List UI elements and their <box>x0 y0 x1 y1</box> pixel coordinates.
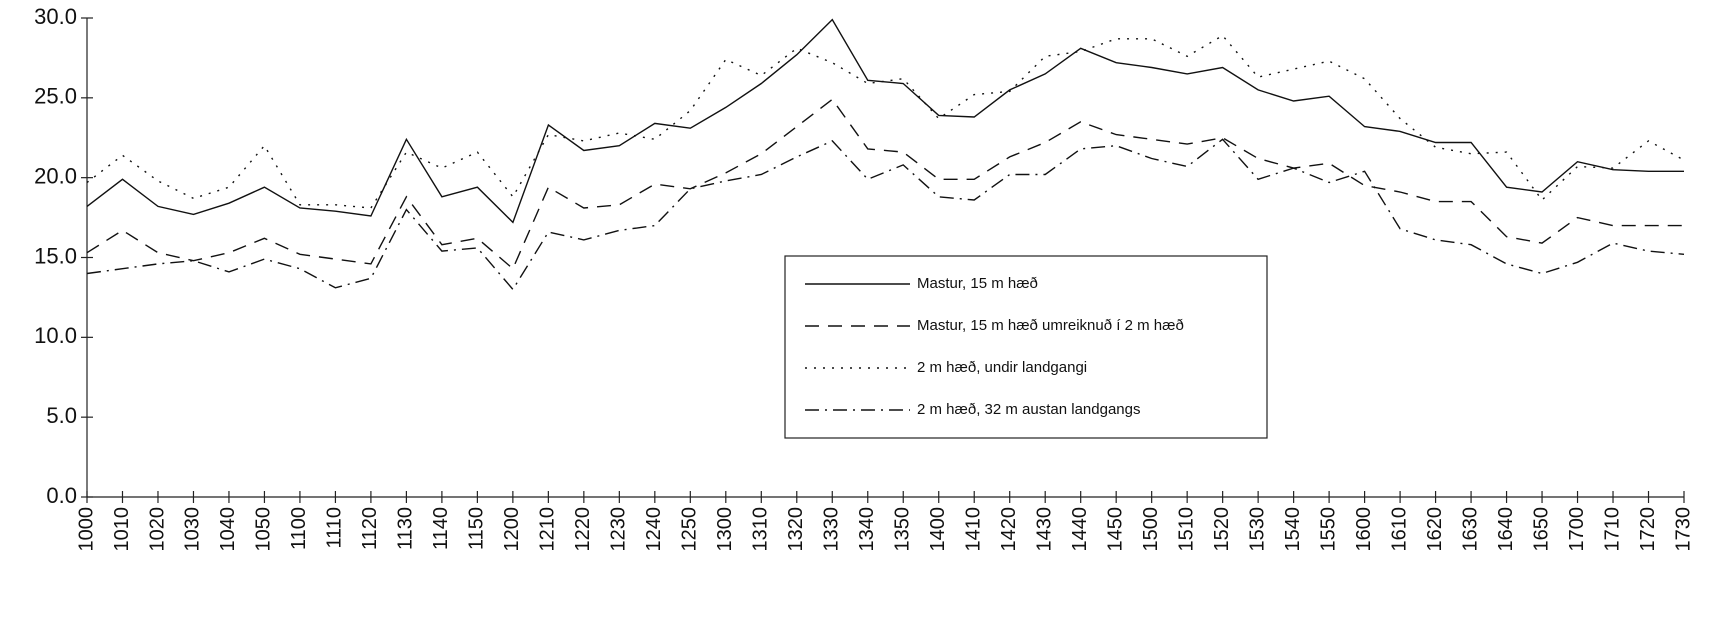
x-tick-label: 1550 <box>1317 507 1339 552</box>
x-tick-label: 1020 <box>146 507 168 552</box>
x-tick-label: 1150 <box>466 507 488 550</box>
x-tick-label: 1650 <box>1530 507 1552 552</box>
x-tick-label: 1540 <box>1282 507 1304 552</box>
legend-label: Mastur, 15 m hæð <box>917 275 1038 292</box>
x-tick-label: 1710 <box>1601 507 1623 552</box>
series-line <box>86 18 1684 224</box>
series-line <box>86 98 1684 270</box>
x-tick-label: 1450 <box>1104 507 1126 552</box>
y-tick-label: 30.0 <box>34 4 77 29</box>
y-tick-label: 15.0 <box>34 243 77 268</box>
x-tick-label: 1030 <box>182 507 204 552</box>
x-tick-label: 1350 <box>892 507 914 552</box>
x-tick-label: 1140 <box>430 507 452 550</box>
x-tick-label: 1000 <box>75 507 97 552</box>
x-tick-label: 1610 <box>1388 507 1410 552</box>
x-tick-label: 1220 <box>572 507 594 552</box>
x-tick-label: 1730 <box>1672 507 1694 552</box>
x-tick-label: 1630 <box>1459 507 1481 552</box>
x-tick-label: 1700 <box>1566 507 1588 552</box>
x-tick-label: 1250 <box>679 507 701 552</box>
x-tick-label: 1210 <box>537 507 559 552</box>
x-tick-label: 1430 <box>1033 507 1055 552</box>
y-tick-label: 25.0 <box>34 84 77 109</box>
x-tick-label: 1100 <box>288 507 310 550</box>
legend-label: 2 m hæð, 32 m austan landgangs <box>917 401 1140 418</box>
x-tick-label: 1420 <box>998 507 1020 552</box>
legend-label: Mastur, 15 m hæð umreiknuð í 2 m hæð <box>917 317 1184 334</box>
y-tick-label: 0.0 <box>46 483 77 508</box>
x-tick-label: 1120 <box>359 507 381 550</box>
x-tick-label: 1410 <box>963 507 985 552</box>
x-tick-label: 1340 <box>856 507 878 552</box>
x-tick-label: 1620 <box>1424 507 1446 552</box>
legend-box <box>784 255 1268 439</box>
x-tick-label: 1050 <box>253 507 275 552</box>
x-tick-label: 1230 <box>608 507 630 552</box>
x-tick-label: 1200 <box>501 507 523 552</box>
x-tick-label: 1530 <box>1246 507 1268 552</box>
x-tick-label: 1320 <box>785 507 807 552</box>
x-tick-label: 1110 <box>324 507 346 549</box>
x-tick-label: 1510 <box>1175 507 1197 552</box>
x-tick-label: 1040 <box>217 507 239 552</box>
legend-label: 2 m hæð, undir landgangi <box>917 359 1087 376</box>
x-tick-label: 1010 <box>111 507 133 552</box>
series-line <box>86 138 1685 291</box>
x-tick-label: 1130 <box>395 507 417 550</box>
x-tick-label: 1640 <box>1495 507 1517 552</box>
y-tick-label: 20.0 <box>34 163 77 188</box>
x-tick-label: 1520 <box>1211 507 1233 552</box>
x-tick-label: 1310 <box>750 507 772 552</box>
x-tick-label: 1400 <box>927 507 949 552</box>
y-tick-label: 10.0 <box>34 323 77 348</box>
x-tick-label: 1300 <box>714 507 736 552</box>
x-tick-label: 1720 <box>1637 507 1659 552</box>
x-tick-label: 1330 <box>821 507 843 552</box>
series-line <box>86 34 1685 209</box>
x-tick-label: 1440 <box>1069 507 1091 552</box>
y-tick-label: 5.0 <box>46 403 77 428</box>
x-tick-label: 1500 <box>1140 507 1162 552</box>
x-tick-label: 1600 <box>1353 507 1375 552</box>
x-tick-label: 1240 <box>643 507 665 552</box>
